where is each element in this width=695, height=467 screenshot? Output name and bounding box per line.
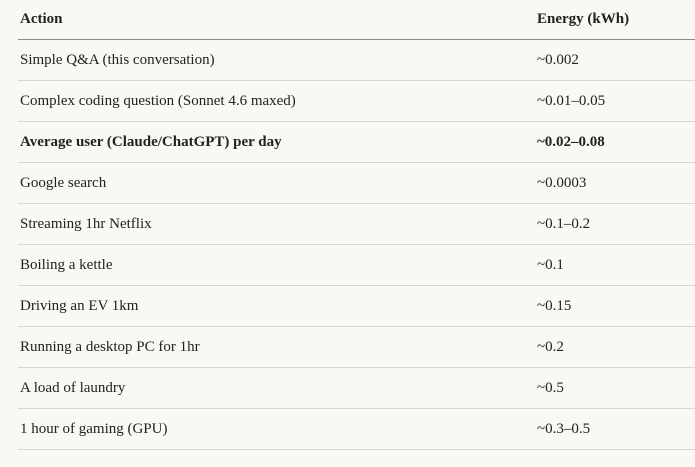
action-cell: 1 hour of gaming (GPU) <box>18 408 535 450</box>
action-cell: Average user (Claude/ChatGPT) per day <box>18 121 535 163</box>
action-cell: Google search <box>18 162 535 204</box>
energy-cell: ~0.15 <box>535 285 695 327</box>
table-row: Boiling a kettle ~0.1 <box>18 244 695 286</box>
action-cell: A load of laundry <box>18 367 535 409</box>
energy-cell: ~0.0003 <box>535 162 695 204</box>
table-row: Streaming 1hr Netflix ~0.1–0.2 <box>18 203 695 245</box>
table-row: Complex coding question (Sonnet 4.6 maxe… <box>18 80 695 122</box>
header-cell: Action <box>18 0 535 40</box>
table-row: Google search ~0.0003 <box>18 162 695 204</box>
action-cell: Running a desktop PC for 1hr <box>18 326 535 368</box>
energy-cell: ~0.1–0.2 <box>535 203 695 245</box>
energy-cell: ~0.2 <box>535 326 695 368</box>
energy-cell: ~0.01–0.05 <box>535 80 695 122</box>
table-row: Running a desktop PC for 1hr ~0.2 <box>18 326 695 368</box>
action-cell: Boiling a kettle <box>18 244 535 286</box>
table-row: A load of laundry ~0.5 <box>18 367 695 409</box>
energy-table: Action Energy (kWh) Simple Q&A (this con… <box>18 0 695 450</box>
table-row: Driving an EV 1km ~0.15 <box>18 285 695 327</box>
energy-cell: ~0.002 <box>535 39 695 81</box>
table-body: Simple Q&A (this conversation) ~0.002 Comp… <box>18 39 695 450</box>
header-row: Action Energy (kWh) <box>18 0 695 40</box>
energy-cell: ~0.1 <box>535 244 695 286</box>
action-cell: Driving an EV 1km <box>18 285 535 327</box>
table-row: Average user (Claude/ChatGPT) per day ~0.… <box>18 121 695 163</box>
energy-cell: ~0.02–0.08 <box>535 121 695 163</box>
header-cell: Energy (kWh) <box>535 0 695 40</box>
energy-cell: ~0.3–0.5 <box>535 408 695 450</box>
table-row: Simple Q&A (this conversation) ~0.002 <box>18 39 695 81</box>
action-cell: Complex coding question (Sonnet 4.6 maxe… <box>18 80 535 122</box>
action-cell: Simple Q&A (this conversation) <box>18 39 535 81</box>
action-cell: Streaming 1hr Netflix <box>18 203 535 245</box>
energy-cell: ~0.5 <box>535 367 695 409</box>
table-row: 1 hour of gaming (GPU) ~0.3–0.5 <box>18 408 695 450</box>
